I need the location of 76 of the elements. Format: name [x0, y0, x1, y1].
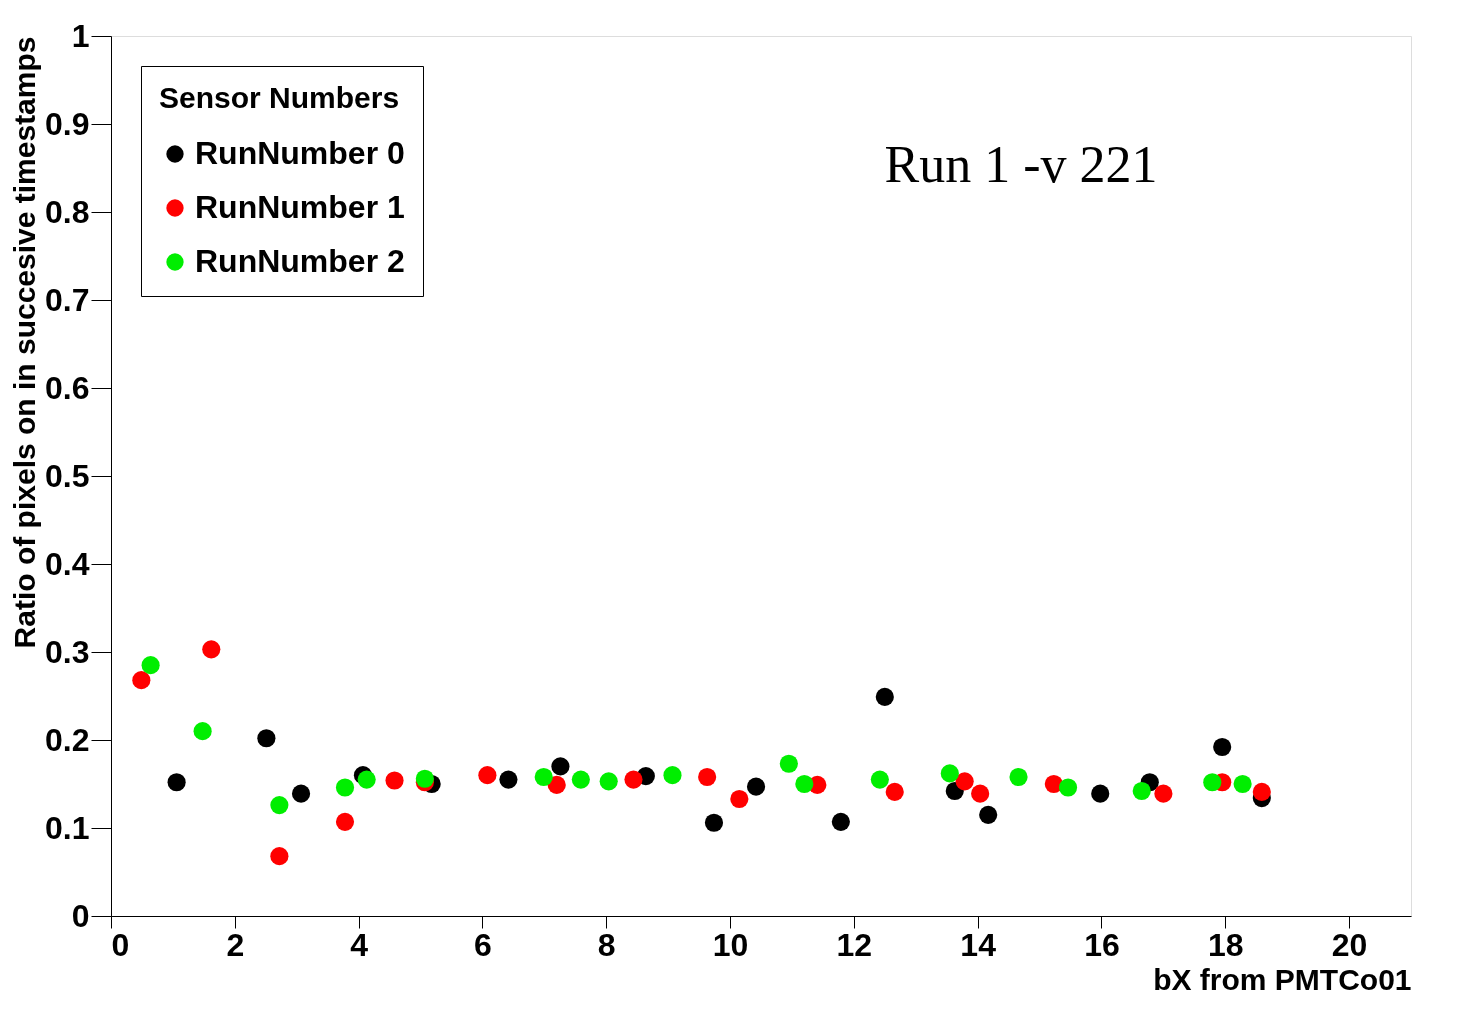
y-tick-label: 0.8 [45, 193, 90, 230]
y-tick-label: 0.6 [45, 369, 90, 406]
point [1233, 774, 1252, 794]
x-tick-label: 6 [474, 926, 492, 963]
y-tick-label: 0.7 [45, 281, 90, 318]
point [795, 774, 814, 794]
x-axis-title: bX from PMTCo01 [1153, 962, 1412, 996]
point [291, 784, 311, 803]
legend-label: RunNumber 0 [195, 135, 405, 171]
point [971, 784, 990, 803]
point [551, 757, 570, 776]
legend-title: Sensor Numbers [159, 81, 400, 114]
point [1213, 737, 1232, 757]
y-tick-label: 0.9 [45, 105, 90, 142]
point [663, 766, 682, 785]
point [746, 777, 766, 796]
point [167, 773, 186, 792]
point [1058, 778, 1078, 797]
point [335, 778, 355, 797]
point [779, 754, 798, 773]
point [270, 796, 289, 815]
point [940, 764, 959, 783]
x-tick-label: 10 [712, 926, 749, 963]
annotation: Run 1 -v 221 [884, 136, 1158, 193]
point [385, 771, 404, 790]
point [571, 770, 590, 789]
point [257, 729, 276, 748]
point [1154, 784, 1173, 803]
point [704, 813, 724, 832]
point [1132, 781, 1151, 801]
point [547, 775, 566, 794]
x-tick-label: 20 [1331, 926, 1368, 963]
point [870, 770, 889, 789]
x-tick-label: 0 [111, 926, 130, 963]
point [624, 770, 643, 789]
point [831, 812, 850, 831]
y-tick-label: 0.5 [45, 457, 90, 494]
x-tick-label: 14 [960, 926, 997, 963]
y-tick-label: 0.4 [45, 545, 90, 582]
y-axis-title: Ratio of pixels on in succesive timestamps [8, 36, 42, 649]
point [202, 640, 221, 659]
x-tick-label: 18 [1207, 926, 1244, 963]
y-tick-label: 0.2 [45, 721, 90, 758]
point [875, 687, 894, 706]
point [955, 772, 974, 791]
point [1009, 767, 1028, 787]
legend-label: RunNumber 2 [195, 243, 405, 279]
x-tick-label: 16 [1084, 926, 1120, 963]
x-tick-label: 12 [836, 926, 873, 963]
x-tick-label: 2 [226, 926, 245, 963]
point [979, 805, 998, 824]
point [1203, 773, 1222, 792]
point [1091, 784, 1110, 803]
point [698, 767, 717, 787]
point [132, 671, 151, 690]
point [730, 789, 749, 809]
y-tick-label: 1 [71, 17, 90, 54]
legend-label: RunNumber 1 [195, 189, 405, 225]
point [270, 847, 289, 866]
point [478, 766, 497, 785]
y-tick-label: 0 [71, 897, 90, 934]
point [141, 656, 160, 675]
point [335, 812, 355, 831]
point [534, 767, 553, 787]
x-tick-label: 8 [597, 926, 616, 963]
point [599, 772, 618, 791]
point [1252, 782, 1271, 801]
y-tick-label: 0.1 [45, 809, 90, 846]
point [357, 770, 376, 789]
point [193, 722, 212, 741]
point [885, 782, 904, 801]
point [499, 770, 518, 789]
point [1044, 774, 1063, 794]
y-tick-label: 0.3 [45, 633, 90, 670]
x-tick-label: 4 [350, 926, 369, 963]
point [415, 769, 434, 788]
